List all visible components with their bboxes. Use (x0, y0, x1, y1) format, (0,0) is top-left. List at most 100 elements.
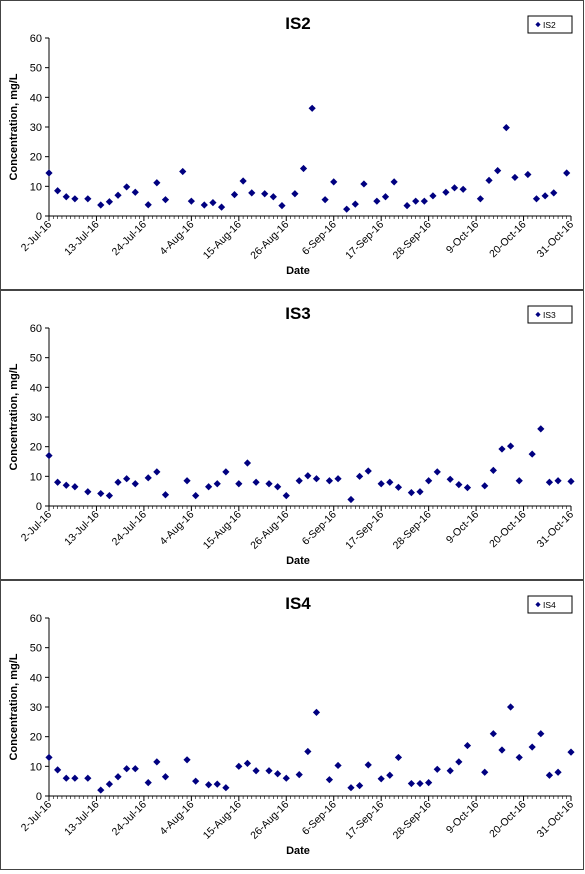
data-point (123, 475, 131, 483)
y-tick-label: 10 (30, 471, 42, 483)
legend-box (527, 595, 573, 614)
data-point (528, 450, 536, 458)
data-point (161, 196, 170, 204)
x-tick-label: 28-Sep-16 (391, 509, 434, 552)
data-point (351, 200, 359, 208)
data-point (567, 748, 575, 756)
data-point (550, 189, 558, 197)
data-point (243, 459, 252, 467)
data-point (537, 425, 545, 433)
data-point (394, 753, 403, 762)
x-tick-label: 15-Aug-16 (201, 509, 244, 552)
y-tick-label: 60 (30, 613, 42, 625)
legend: IS2 (527, 15, 573, 34)
data-point (567, 477, 575, 485)
data-point (144, 779, 152, 787)
x-tick-label: 17-Sep-16 (343, 219, 386, 262)
data-point (524, 170, 532, 179)
data-point (274, 770, 282, 778)
data-point (213, 780, 221, 788)
data-point (84, 774, 92, 782)
x-tick-label: 31-Oct-16 (535, 219, 577, 261)
chart-title: IS4 (285, 594, 311, 613)
data-point (97, 489, 105, 498)
x-tick-label: 9-Oct-16 (444, 799, 481, 836)
data-point (481, 482, 489, 490)
data-point (97, 786, 105, 794)
data-point (45, 451, 53, 460)
data-point (498, 445, 506, 453)
y-tick-label: 20 (30, 442, 42, 454)
data-point (446, 767, 454, 775)
data-point (205, 781, 213, 789)
data-point (446, 475, 454, 483)
data-point (381, 193, 390, 201)
y-tick-label: 40 (30, 672, 42, 684)
y-tick-label: 10 (30, 181, 42, 193)
data-point (54, 478, 62, 486)
data-point (364, 761, 372, 769)
data-point (386, 478, 394, 486)
data-point (563, 169, 571, 177)
x-tick-label: 4-Aug-16 (157, 219, 196, 258)
chart-title: IS2 (285, 14, 311, 33)
data-point (235, 480, 243, 488)
data-point (347, 784, 355, 792)
data-point (45, 753, 53, 762)
data-point (265, 767, 273, 775)
data-point (243, 759, 252, 767)
data-point (71, 483, 79, 491)
data-point (356, 782, 364, 790)
legend-label: IS2 (543, 20, 556, 30)
data-point (153, 758, 161, 766)
data-point (183, 756, 191, 764)
data-point (541, 192, 549, 200)
x-tick-label: 13-Jul-16 (62, 509, 102, 549)
y-axis-label: Concentration, mg/L (8, 363, 20, 470)
x-tick-label: 2-Jul-16 (19, 799, 54, 834)
data-point (222, 784, 230, 792)
data-point (412, 197, 420, 205)
data-point (230, 191, 239, 199)
y-tick-label: 20 (30, 152, 42, 164)
x-tick-label: 17-Sep-16 (343, 509, 386, 552)
data-point (235, 762, 243, 770)
data-point (485, 176, 493, 184)
y-tick-label: 40 (30, 382, 42, 394)
x-tick-label: 15-Aug-16 (201, 799, 244, 842)
data-point (377, 480, 385, 488)
data-point (364, 467, 372, 475)
data-point (433, 468, 441, 476)
data-point (528, 743, 536, 751)
x-tick-label: 2-Jul-16 (19, 219, 54, 254)
data-point (269, 193, 277, 201)
data-point (537, 730, 545, 738)
y-tick-label: 40 (30, 92, 42, 104)
data-point (373, 197, 381, 205)
data-point (54, 187, 62, 195)
data-point (455, 481, 463, 489)
legend: IS3 (527, 305, 573, 324)
data-point (532, 195, 541, 203)
x-tick-label: 26-Aug-16 (248, 219, 291, 262)
data-point (330, 178, 338, 186)
data-point (360, 180, 368, 188)
data-point (459, 185, 467, 193)
legend-label: IS3 (543, 310, 556, 320)
data-point (131, 188, 139, 196)
data-point (343, 205, 351, 213)
data-point (325, 477, 334, 485)
data-point (71, 774, 79, 782)
data-point (205, 483, 213, 491)
x-axis-label: Date (286, 845, 310, 857)
data-point (420, 197, 428, 205)
data-point (84, 488, 92, 496)
data-point (295, 477, 303, 485)
data-point (347, 495, 355, 504)
chart-panel-is2: IS2 0 10 20 30 40 50 60 Concentration, mg/L 2-Jul… (0, 0, 584, 290)
data-point (153, 468, 161, 476)
data-point (261, 190, 269, 198)
data-point (494, 167, 502, 175)
data-point (515, 753, 523, 762)
legend-box (527, 305, 573, 324)
